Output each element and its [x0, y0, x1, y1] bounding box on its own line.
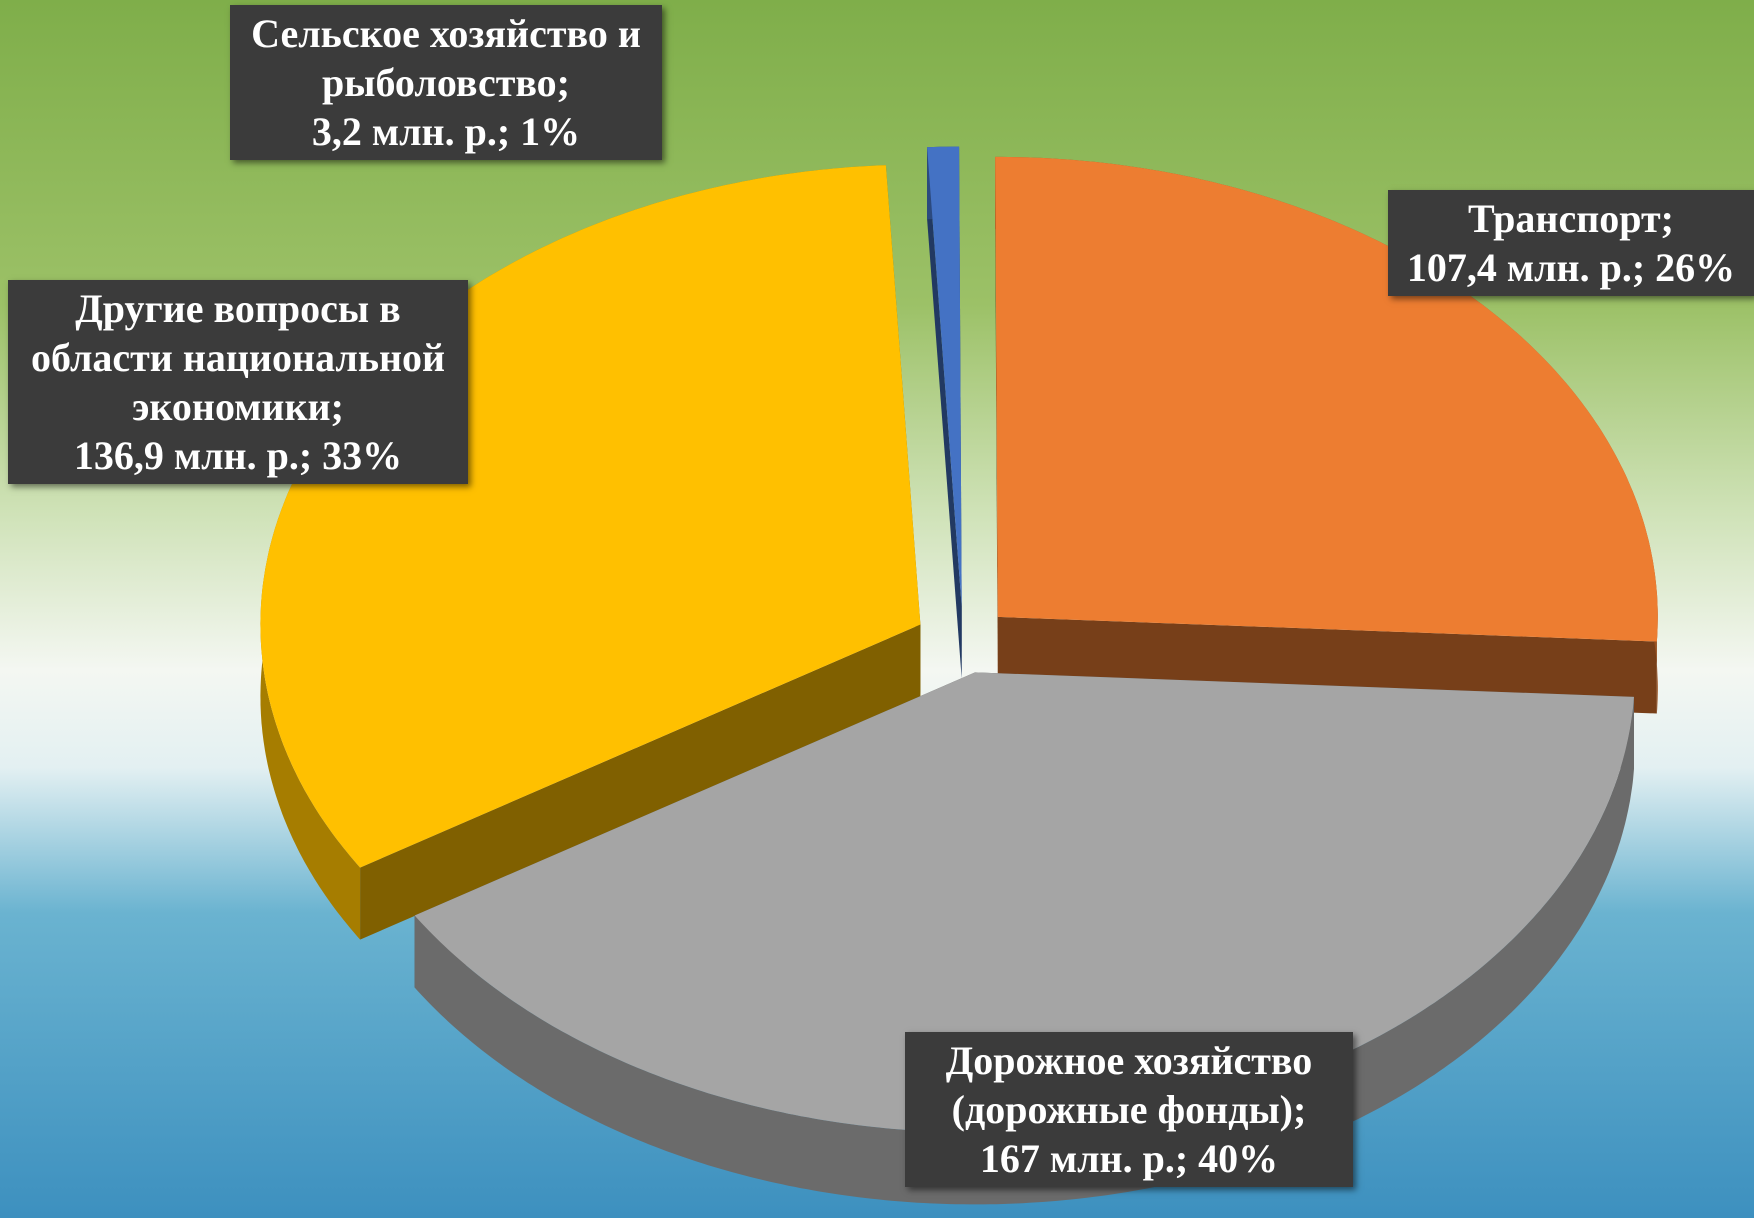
- slice: [414, 672, 1635, 1133]
- slice-wall: [995, 156, 998, 689]
- category-name: Дорожное хозяйство (дорожные фонды): [945, 1038, 1313, 1132]
- data-label: Дорожное хозяйство (дорожные фонды); 167 …: [905, 1032, 1353, 1187]
- data-label: Транспорт; 107,4 млн. р.; 26%: [1388, 190, 1754, 296]
- slice: [995, 156, 1658, 642]
- value-label: 136,9 млн. р.; 33%: [73, 433, 403, 478]
- value-label: 3,2 млн. р.; 1%: [311, 109, 581, 154]
- slice-wall: [927, 147, 962, 679]
- value-label: 107,4 млн. р.; 26%: [1406, 245, 1736, 290]
- value-label: 167 млн. р.; 40%: [979, 1136, 1279, 1181]
- slice: [927, 146, 962, 607]
- label-separator: ;: [330, 384, 344, 429]
- category-name: Транспорт: [1468, 196, 1661, 241]
- category-name: Другие вопросы в области национальной эк…: [30, 286, 446, 429]
- label-separator: ;: [556, 60, 570, 105]
- data-label: Другие вопросы в области национальной эк…: [8, 280, 468, 484]
- slice-wall: [360, 624, 921, 940]
- category-name: Сельское хозяйство и рыболовство: [251, 11, 641, 105]
- label-separator: ;: [1660, 196, 1674, 241]
- data-label: Сельское хозяйство и рыболовство; 3,2 млн…: [230, 5, 662, 160]
- label-separator: ;: [1293, 1087, 1307, 1132]
